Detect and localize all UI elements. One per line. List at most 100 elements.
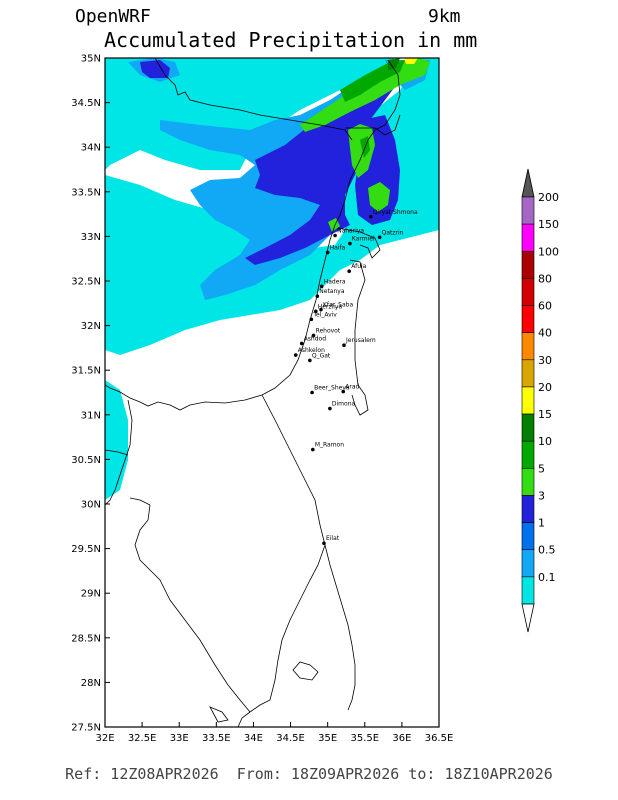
resolution-label: 9km (428, 6, 461, 27)
city-label: Afula (351, 263, 366, 270)
city-dot (293, 353, 298, 357)
lon-tick-label: 34.5E (276, 733, 305, 744)
latitude-axis: 35N 34.5N 34N 33.5N 33N 32.5N 32N 31.5N 31N 30.5N… (71, 54, 110, 734)
city-dot (308, 358, 312, 363)
city-dot (368, 214, 373, 219)
legend-swatch (521, 413, 535, 442)
legend-swatch (521, 549, 535, 578)
city-label: Q_Gat (312, 352, 331, 359)
lat-tick-label: 29.5N (71, 544, 101, 555)
lon-tick-label: 32E (95, 733, 114, 744)
lat-tick-label: 31N (81, 410, 101, 421)
legend-swatch (521, 196, 535, 225)
city-dot (328, 406, 332, 411)
city-label: Ashdod (304, 335, 327, 342)
city-label: Netanya (319, 288, 345, 295)
city-label: Tel_Aviv (312, 311, 337, 318)
legend-swatch (521, 468, 535, 496)
plot-frame (104, 57, 440, 728)
city-dot (319, 307, 323, 312)
lon-tick-label: 36.5E (425, 733, 454, 744)
city-dot (347, 269, 351, 273)
lat-tick-label: 27.5N (71, 723, 101, 734)
legend-label: 0.1 (538, 571, 556, 584)
legend-label: 80 (538, 272, 552, 285)
city-dot (309, 317, 314, 322)
city-dot (319, 284, 324, 289)
city-label: Kfar_Saba (323, 302, 353, 309)
precip-field-0.1 (105, 58, 439, 500)
precip-field-15 (404, 58, 418, 64)
legend-label: 200 (538, 191, 559, 204)
lat-tick-label: 34.5N (71, 98, 101, 109)
lat-tick-label: 30.5N (71, 455, 101, 466)
city-dot (310, 390, 314, 395)
longitude-axis: 32E 32.5E 33E 33.5E 34E 34.5E 35E 35.5E 36E 36.5E (95, 722, 453, 744)
city-dot (377, 235, 382, 240)
city-dot (322, 541, 326, 546)
legend-label: 1 (538, 517, 545, 530)
city-dot (299, 341, 304, 346)
city-dot (341, 389, 346, 394)
lat-tick-label: 33.5N (71, 187, 101, 198)
city-dot (333, 233, 337, 238)
lat-tick-label: 28.5N (71, 633, 101, 644)
lat-tick-label: 34N (81, 143, 101, 154)
legend-swatch (521, 332, 535, 361)
legend-swatch (521, 223, 535, 252)
city-label: Qiryat Shmona (373, 209, 418, 216)
precip-field-10 (388, 58, 400, 70)
city-label: Dimona (332, 401, 356, 408)
lon-tick-label: 33E (170, 733, 189, 744)
city-label: Haifa (330, 244, 346, 251)
city-label: M_Ramon (315, 442, 344, 449)
city-label: Arad (345, 384, 359, 391)
coastlines (105, 58, 401, 727)
legend-label: 60 (538, 300, 552, 313)
lat-tick-label: 35N (81, 54, 101, 65)
city-dot (348, 241, 352, 246)
lat-tick-label: 28N (81, 678, 101, 689)
city-dot (342, 343, 346, 348)
legend-swatch (521, 440, 535, 469)
precip-field-3 (300, 58, 430, 232)
lat-tick-label: 30N (81, 500, 101, 511)
city-label: Rehovot (316, 327, 341, 334)
lon-tick-label: 36E (392, 733, 411, 744)
city-label: Ashkelon (298, 347, 325, 354)
legend-swatch (521, 522, 535, 551)
lon-tick-label: 32.5E (128, 733, 157, 744)
city-dot (315, 294, 320, 298)
city-label: Hadera (324, 278, 346, 285)
city-label: Karmiel (352, 236, 375, 243)
legend-label: 3 (538, 489, 545, 502)
legend-label: 100 (538, 245, 559, 258)
city-dot (311, 333, 316, 338)
legend-swatch (521, 305, 535, 333)
legend-top-arrow (521, 168, 535, 198)
legend-swatch (521, 495, 535, 523)
lon-tick-label: 34E (244, 733, 263, 744)
legend-label: 10 (538, 435, 552, 448)
map-title: Accumulated Precipitation in mm (104, 28, 478, 52)
lat-tick-label: 32N (81, 321, 101, 332)
city-label: Herzliya (318, 303, 343, 310)
legend-bottom-arrow (521, 603, 535, 633)
run-info-footer: Ref: 12Z08APR2026 From: 18Z09APR2026 to:… (65, 765, 553, 783)
legend-label: 150 (538, 218, 559, 231)
legend-label: 15 (538, 408, 552, 421)
city-label: Qatzrin (382, 229, 404, 236)
lon-tick-label: 35E (318, 733, 337, 744)
city-label: Beer_Sheva (314, 385, 350, 392)
legend-label: 20 (538, 381, 552, 394)
legend-swatch (521, 250, 535, 279)
legend-label: 5 (538, 462, 545, 475)
legend-label: 40 (538, 327, 552, 340)
legend-label: 0.5 (538, 544, 556, 557)
lon-tick-label: 35.5E (350, 733, 379, 744)
city-label: Eilat (326, 535, 340, 542)
color-legend: 200 150 100 80 60 40 30 20 15 10 5 3 1 0.5 0.1 (521, 168, 559, 633)
